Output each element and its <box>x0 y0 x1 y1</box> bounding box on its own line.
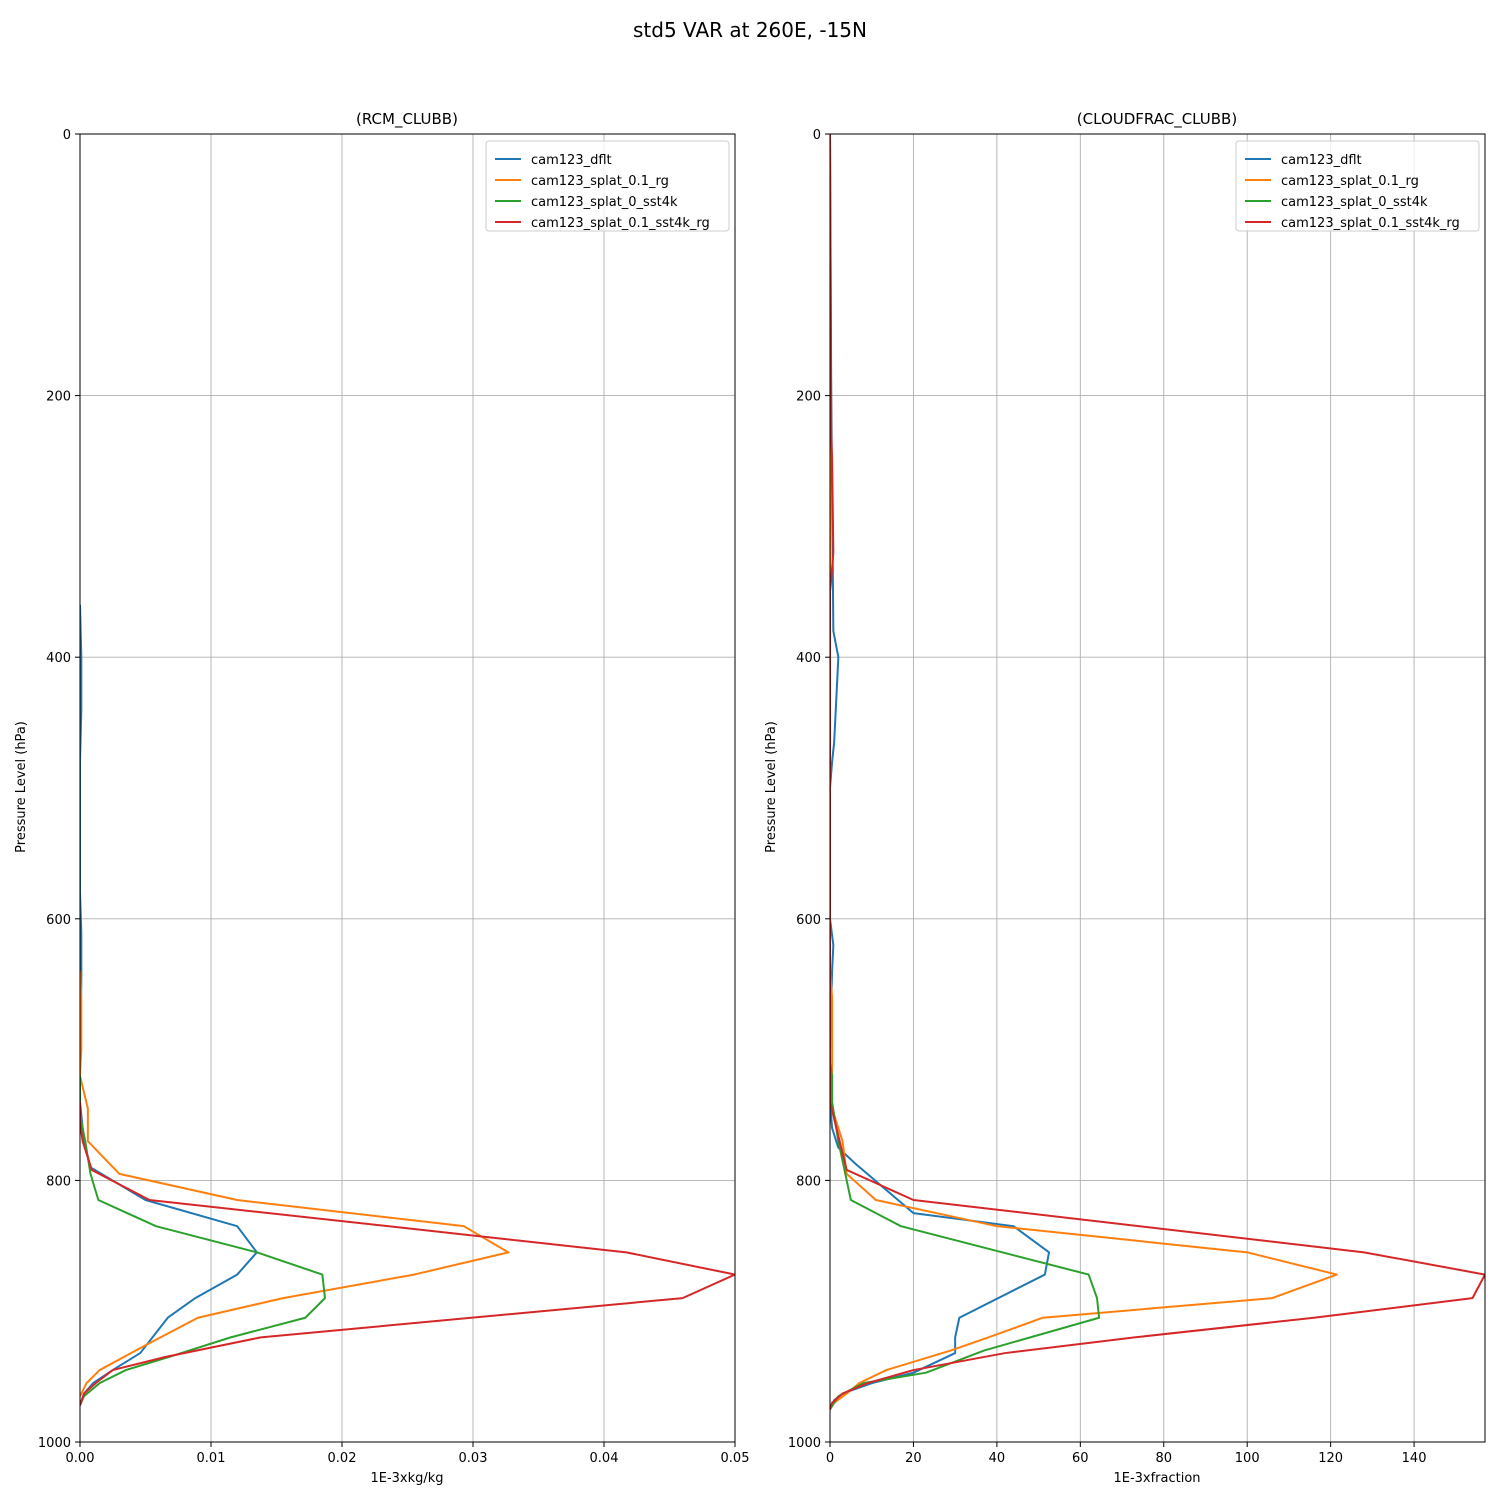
y-tick-label-1: 200 <box>796 390 821 405</box>
y-tick-label-3: 600 <box>46 913 71 928</box>
series-line-0 <box>80 604 258 1406</box>
panel-cloudfrac-clubb: (CLOUDFRAC_CLUBB) 0 20 40 60 80 100 120 140 0 200… <box>764 110 1486 1486</box>
y-tick-label-2: 400 <box>46 651 71 666</box>
y-tick-label-4: 800 <box>46 1174 71 1189</box>
x-tick-label-3: 0.03 <box>459 1451 488 1466</box>
panel-title: (CLOUDFRAC_CLUBB) <box>1077 110 1237 129</box>
series-line-3 <box>830 134 1485 1410</box>
legend: cam123_dflt cam123_splat_0.1_rg cam123_spl… <box>485 140 730 232</box>
legend-box <box>1235 140 1480 232</box>
legend-label-0: cam123_dflt <box>531 153 612 168</box>
axes-frame <box>829 133 1486 1443</box>
y-tick-label-0: 0 <box>63 128 71 143</box>
x-tick-label-0: 0.00 <box>66 1451 95 1466</box>
series-line-1 <box>80 971 510 1397</box>
x-axis-label: 1E-3xkg/kg <box>370 1471 443 1486</box>
grid <box>829 133 1485 1443</box>
x-tick-label-2: 0.02 <box>328 1451 357 1466</box>
series-layer <box>80 604 735 1406</box>
legend-label-3: cam123_splat_0.1_sst4k_rg <box>531 216 710 231</box>
axes-frame <box>79 133 736 1443</box>
legend-label-3: cam123_splat_0.1_sst4k_rg <box>1281 216 1460 231</box>
x-tick-label-7: 140 <box>1402 1451 1427 1466</box>
plot-frame <box>79 133 736 1443</box>
series-line-2 <box>830 1062 1101 1410</box>
x-tick-label-3: 60 <box>1072 1451 1089 1466</box>
x-tick-label-1: 20 <box>905 1451 922 1466</box>
tick-layer: 0.00 0.01 0.02 0.03 0.04 0.05 0 200 400 600 800 100… <box>38 128 750 1466</box>
y-tick-label-5: 1000 <box>38 1436 71 1451</box>
x-tick-label-0: 0 <box>826 1451 834 1466</box>
x-tick-label-4: 0.04 <box>590 1451 619 1466</box>
x-tick-label-6: 120 <box>1318 1451 1343 1466</box>
y-tick-label-5: 1000 <box>788 1436 821 1451</box>
x-tick-label-1: 0.01 <box>197 1451 226 1466</box>
x-tick-label-2: 40 <box>989 1451 1006 1466</box>
legend-box <box>485 140 730 232</box>
legend-label-1: cam123_splat_0.1_rg <box>1281 174 1419 189</box>
plot-frame <box>829 133 1486 1443</box>
y-tick-label-1: 200 <box>46 390 71 405</box>
legend-label-2: cam123_splat_0_sst4k <box>1281 195 1428 210</box>
series-layer <box>830 134 1485 1410</box>
y-axis-label: Pressure Level (hPa) <box>764 721 779 853</box>
figure-title: std5 VAR at 260E, -15N <box>633 18 867 42</box>
series-line-1 <box>830 134 1338 1410</box>
legend-label-2: cam123_splat_0_sst4k <box>531 195 678 210</box>
y-axis-label: Pressure Level (hPa) <box>14 721 29 853</box>
x-tick-label-4: 80 <box>1155 1451 1172 1466</box>
series-line-3 <box>80 1101 735 1406</box>
panel-rcm-clubb: (RCM_CLUBB) 0.00 0.01 0.02 0.03 0.04 0.05 0 200… <box>14 110 749 1486</box>
legend: cam123_dflt cam123_splat_0.1_rg cam123_spl… <box>1235 140 1480 232</box>
y-tick-label-2: 400 <box>796 651 821 666</box>
series-line-0 <box>830 134 1051 1410</box>
tick-layer: 0 20 40 60 80 100 120 140 0 200 400 600 800 1000 <box>788 128 1427 1466</box>
x-tick-label-5: 0.05 <box>721 1451 750 1466</box>
panel-title: (RCM_CLUBB) <box>356 110 458 129</box>
legend-label-0: cam123_dflt <box>1281 153 1362 168</box>
series-line-2 <box>80 1075 326 1406</box>
y-tick-label-4: 800 <box>796 1174 821 1189</box>
legend-label-1: cam123_splat_0.1_rg <box>531 174 669 189</box>
y-tick-label-0: 0 <box>813 128 821 143</box>
x-tick-label-5: 100 <box>1235 1451 1260 1466</box>
y-tick-label-3: 600 <box>796 913 821 928</box>
grid <box>79 133 736 1443</box>
x-axis-label: 1E-3xfraction <box>1113 1471 1200 1486</box>
